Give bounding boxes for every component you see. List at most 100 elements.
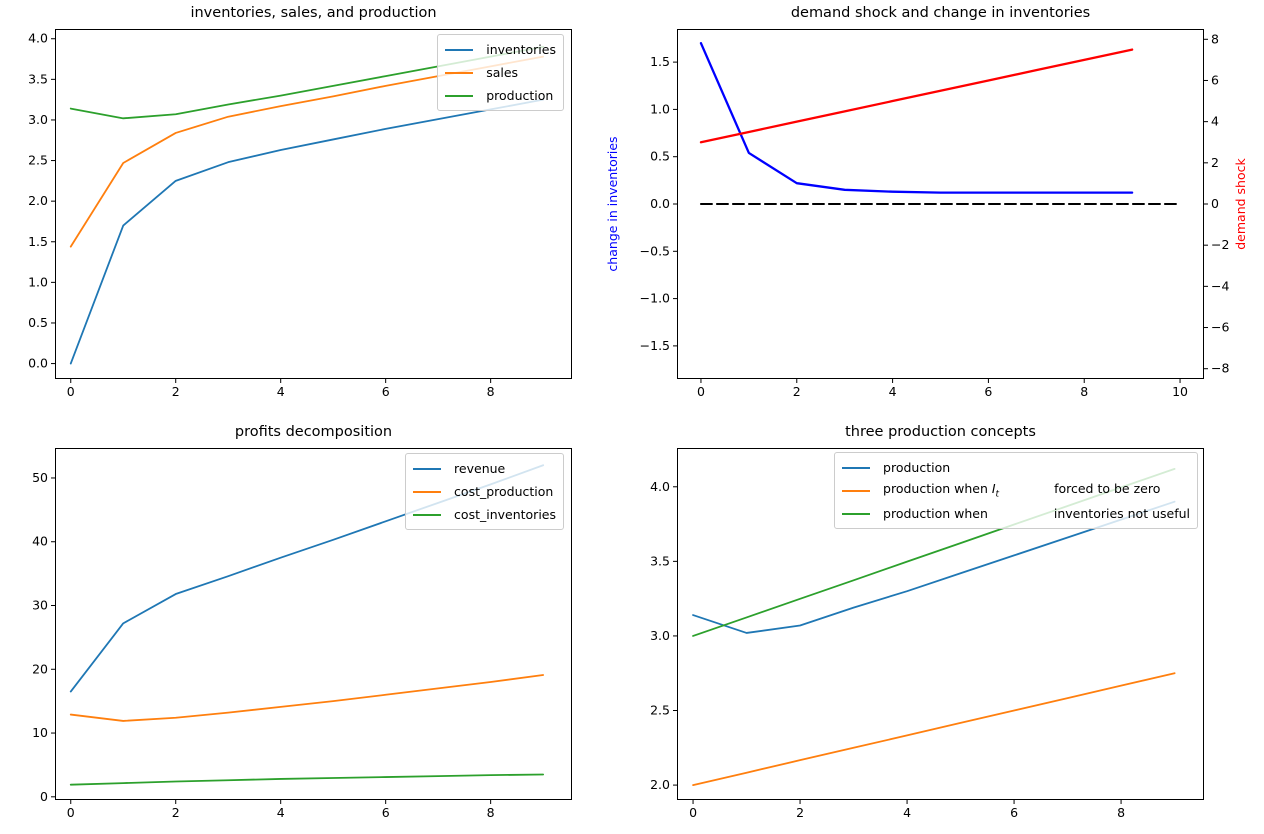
- y-tick-label: 0.5: [650, 149, 670, 164]
- x-tick-label: 2: [796, 805, 804, 820]
- right-y-tick-label: −2: [1211, 237, 1229, 252]
- y-tick-label: −1.5: [640, 338, 670, 353]
- panel-demand-shock-change-in-inventories: 0 2 4 6 8 10 −1.5 −1.0 −0.5 0.0 0.5 1.0 1.5 −8 −6 −4 −2 0…: [605, 5, 1248, 399]
- legend-entry: production: [445, 84, 556, 107]
- x-tick-label: 6: [984, 384, 992, 399]
- y-tick-label: 1.0: [650, 101, 670, 116]
- y-tick-label: 3.0: [28, 112, 48, 127]
- y-tick-label: 30: [32, 598, 48, 613]
- legend-label: inventories: [486, 42, 556, 57]
- x-tick-label: 8: [487, 805, 495, 820]
- demand-shock-line: [699, 48, 1134, 144]
- y-tick-label: 50: [32, 470, 48, 485]
- legend-entry: production when It forced to be zero: [842, 479, 1190, 502]
- legend-entry: cost_inventories: [413, 503, 556, 526]
- x-tick-label: 8: [487, 384, 495, 399]
- legend-line-swatch: [842, 512, 871, 515]
- x-tick-label: 6: [382, 805, 390, 820]
- production-when-it-forced-to-be-zero-line: [692, 672, 1176, 786]
- y-tick-label: 2.0: [650, 777, 670, 792]
- x-tick-label: 10: [1172, 384, 1188, 399]
- x-tick-label: 4: [889, 384, 897, 399]
- y-tick-label: 3.5: [28, 71, 48, 86]
- panel-inventories-sales-production: 0 2 4 6 8 0.0 0.5 1.0 1.5 2.0 2.5 3.0 3.5 4.0 invento…: [28, 5, 572, 399]
- y-tick-label: 2.5: [28, 153, 48, 168]
- y-tick-label: 3.5: [650, 553, 670, 568]
- legend-profits-decomposition: revenue cost_production cost_inventories: [405, 453, 564, 530]
- y-tick-label: 0.0: [650, 196, 670, 211]
- right-y-tick-label: −8: [1211, 361, 1229, 376]
- legend-label: revenue: [454, 461, 506, 476]
- x-tick-label: 0: [689, 805, 697, 820]
- y-tick-label: 0.0: [28, 356, 48, 371]
- legend-line-swatch: [413, 513, 442, 516]
- right-y-tick-label: 4: [1211, 114, 1219, 129]
- axes-spines: [55, 29, 572, 379]
- y-tick-label: 4.0: [650, 479, 670, 494]
- axes-spines: [677, 29, 1204, 379]
- y-tick-label: −1.0: [640, 291, 670, 306]
- axes-spines: [55, 448, 572, 800]
- y-tick-label: 1.0: [28, 274, 48, 289]
- change-in-inventories-line: [699, 42, 1134, 194]
- math-symbol: It: [991, 481, 1000, 500]
- y-tick-label: 2.5: [650, 703, 670, 718]
- left-y-axis-label: change in inventories: [605, 136, 620, 271]
- axes-spines: [677, 448, 1204, 800]
- x-tick-label: 0: [67, 805, 75, 820]
- right-y-tick-label: 2: [1211, 155, 1219, 170]
- legend-label: production: [883, 460, 951, 475]
- legend-label: cost_production: [454, 484, 554, 499]
- y-tick-label: 4.0: [28, 31, 48, 46]
- legend-label: production when inventories not useful: [883, 506, 1190, 521]
- legend-label: production: [486, 88, 554, 103]
- right-y-tick-label: −4: [1211, 278, 1229, 293]
- x-tick-label: 6: [382, 384, 390, 399]
- y-tick-label: 20: [32, 661, 48, 676]
- x-tick-label: 2: [172, 384, 180, 399]
- y-tick-label: 0: [40, 789, 48, 804]
- legend-label: production when It forced to be zero: [883, 481, 1161, 500]
- legend-label: cost_inventories: [454, 507, 556, 522]
- x-tick-label: 0: [67, 384, 75, 399]
- x-tick-label: 8: [1117, 805, 1125, 820]
- right-y-tick-label: −6: [1211, 320, 1229, 335]
- plot-area-demand-shock-change-in-inventories: 0 2 4 6 8 10 −1.5 −1.0 −0.5 0.0 0.5 1.0 1.5 −8 −6 −4 −2 0…: [605, 29, 1248, 399]
- x-tick-label: 4: [277, 805, 285, 820]
- x-tick-label: 2: [793, 384, 801, 399]
- plot-title-inventories-sales-production: inventories, sales, and production: [190, 5, 437, 21]
- x-tick-label: 2: [172, 805, 180, 820]
- y-tick-label: −0.5: [640, 243, 670, 258]
- legend-line-swatch: [445, 71, 474, 74]
- panel-profits-decomposition: 0 2 4 6 8 0 10 20 30 40 50 profits decomposition r…: [32, 424, 572, 820]
- y-tick-label: 3.0: [650, 628, 670, 643]
- y-tick-label: 0.5: [28, 315, 48, 330]
- plot-title-demand-shock-change-in-inventories: demand shock and change in inventories: [790, 5, 1091, 21]
- y-tick-label: 1.5: [28, 234, 48, 249]
- right-y-tick-label: 8: [1211, 31, 1219, 46]
- x-tick-label: 0: [697, 384, 705, 399]
- legend-inventories-sales-production: inventories sales production: [437, 34, 564, 111]
- plot-area-three-production-concepts: 0 2 4 6 8 2.0 2.5 3.0 3.5 4.0: [650, 448, 1204, 820]
- y-tick-label: 40: [32, 534, 48, 549]
- plot-title-three-production-concepts: three production concepts: [845, 424, 1036, 440]
- x-tick-label: 6: [1010, 805, 1018, 820]
- legend-line-swatch: [413, 490, 442, 493]
- y-tick-label: 10: [32, 725, 48, 740]
- legend-entry: cost_production: [413, 480, 556, 503]
- legend-line-swatch: [445, 48, 474, 51]
- legend-entry: sales: [445, 61, 556, 84]
- right-y-axis-label: demand shock: [1233, 158, 1248, 250]
- x-tick-label: 8: [1080, 384, 1088, 399]
- right-y-tick-label: 0: [1211, 196, 1219, 211]
- y-tick-label: 2.0: [28, 193, 48, 208]
- cost-inventories-line: [69, 773, 545, 786]
- y-tick-label: 1.5: [650, 54, 670, 69]
- legend-line-swatch: [445, 94, 474, 97]
- legend-line-swatch: [842, 489, 871, 492]
- panel-three-production-concepts: 0 2 4 6 8 2.0 2.5 3.0 3.5 4.0 three production co…: [650, 424, 1204, 820]
- plot-area-inventories-sales-production: 0 2 4 6 8 0.0 0.5 1.0 1.5 2.0 2.5 3.0 3.5 4.0: [28, 29, 572, 399]
- x-tick-label: 4: [277, 384, 285, 399]
- legend-entry: revenue: [413, 457, 556, 480]
